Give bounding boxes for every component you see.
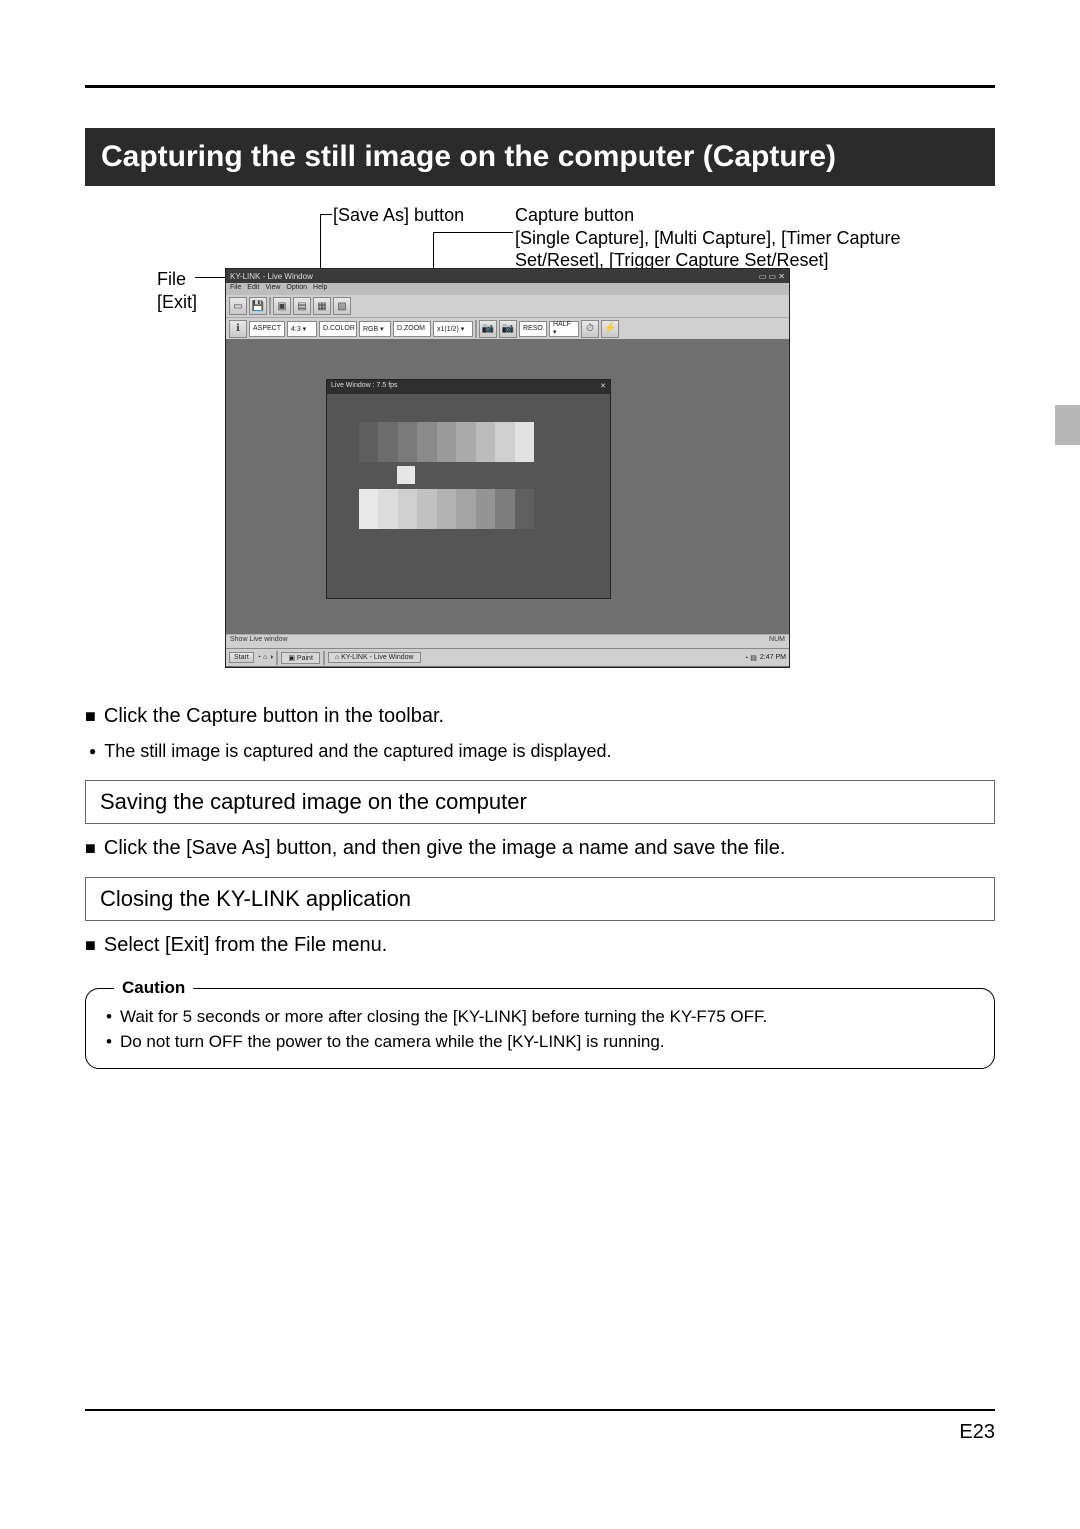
menu-help[interactable]: Help <box>313 284 327 294</box>
reso-select[interactable]: HALF ▾ <box>549 321 579 337</box>
ss-title-text: KY-LINK - Live Window <box>230 272 313 281</box>
callout-capture-sub1: [Single Capture], [Multi Capture], [Time… <box>515 228 901 248</box>
status-num: NUM <box>769 636 785 647</box>
capture-trigger-icon[interactable]: ⚡ <box>601 320 619 338</box>
ss-statusbar: Show Live window NUM <box>226 634 789 648</box>
dcolor-label: D.COLOR <box>319 321 357 337</box>
menu-option[interactable]: Option <box>286 284 307 294</box>
section-saving: Saving the captured image on the compute… <box>85 780 995 824</box>
capture-timer-icon[interactable]: ⏱ <box>581 320 599 338</box>
callout-exit-label: [Exit] <box>157 292 197 312</box>
zoom-label: D.ZOOM <box>393 321 431 337</box>
menu-view[interactable]: View <box>265 284 280 294</box>
live-window-close-icon[interactable]: ✕ <box>600 382 606 392</box>
callout-save-as: [Save As] button <box>333 204 464 227</box>
callout-capture-line: Capture button <box>515 205 634 225</box>
caution-label: Caution <box>114 978 193 998</box>
start-button[interactable]: Start <box>229 652 254 663</box>
callout-file-label: File <box>157 269 186 289</box>
ss-canvas: Live Window : 7.5 fps ✕ <box>226 339 789 634</box>
callout-file: File [Exit] <box>157 268 197 313</box>
dcolor-select[interactable]: RGB ▾ <box>359 321 391 337</box>
status-text: Show Live window <box>230 636 288 647</box>
page-footer: E23 <box>85 1409 995 1444</box>
capture-single-icon[interactable]: 📷 <box>479 320 497 338</box>
step-click-capture: Click the Capture button in the toolbar. <box>85 702 995 731</box>
ss-window-controls: ▭ ▭ ✕ <box>759 272 785 281</box>
caution-item: Do not turn OFF the power to the camera … <box>106 1030 974 1055</box>
toolbar-btn-icon[interactable]: ▧ <box>333 297 351 315</box>
app-screenshot: KY-LINK - Live Window ▭ ▭ ✕ File Edit Vi… <box>225 268 790 668</box>
zoom-select[interactable]: x1(1/2) ▾ <box>433 321 473 337</box>
live-window: Live Window : 7.5 fps ✕ <box>326 379 611 599</box>
menu-file[interactable]: File <box>230 284 241 294</box>
page-title: Capturing the still image on the compute… <box>85 128 995 186</box>
toolbar-btn-icon[interactable]: ▦ <box>313 297 331 315</box>
taskbar-clock: 2:47 PM <box>760 654 786 661</box>
leader <box>433 232 513 233</box>
page-number: E23 <box>959 1421 995 1443</box>
leader <box>195 277 225 278</box>
taskbar-app-paint[interactable]: ▣ Paint <box>281 652 320 664</box>
taskbar-sep <box>276 651 278 665</box>
gradient-bars-2 <box>359 489 534 529</box>
toolbar-sep <box>475 320 477 338</box>
live-window-title: Live Window : 7.5 fps <box>331 382 398 392</box>
ss-toolbar-2: ℹ ASPECT 4:3 ▾ D.COLOR RGB ▾ D.ZOOM x1(1… <box>226 317 789 339</box>
section-closing: Closing the KY-LINK application <box>85 877 995 921</box>
leader <box>320 214 332 215</box>
toolbar-info-icon[interactable]: ℹ <box>229 320 247 338</box>
aspect-label: ASPECT <box>249 321 285 337</box>
page-content: Capturing the still image on the compute… <box>85 85 995 1444</box>
toolbar-sep <box>269 297 271 315</box>
taskbar-sep <box>323 651 325 665</box>
note-image-captured: The still image is captured and the capt… <box>85 741 995 762</box>
callout-capture: Capture button [Single Capture], [Multi … <box>515 204 901 272</box>
ss-toolbar: ▭ 💾 ▣ ▤ ▦ ▧ <box>226 295 789 317</box>
gradient-bars-1 <box>359 422 534 462</box>
toolbar-save-as-icon[interactable]: 💾 <box>249 297 267 315</box>
ss-titlebar: KY-LINK - Live Window ▭ ▭ ✕ <box>226 269 789 283</box>
caution-item: Wait for 5 seconds or more after closing… <box>106 1005 974 1030</box>
toolbar-open-icon[interactable]: ▭ <box>229 297 247 315</box>
caution-box: Caution Wait for 5 seconds or more after… <box>85 988 995 1069</box>
quicklaunch-icons[interactable]: ◔ ⌂ ◑ <box>257 654 274 661</box>
capture-multi-icon[interactable]: 📷 <box>499 320 517 338</box>
menu-edit[interactable]: Edit <box>247 284 259 294</box>
aspect-select[interactable]: 4:3 ▾ <box>287 321 317 337</box>
live-window-titlebar: Live Window : 7.5 fps ✕ <box>327 380 610 394</box>
toolbar-live-icon[interactable]: ▣ <box>273 297 291 315</box>
diagram: [Save As] button Capture button [Single … <box>85 204 995 684</box>
side-tab <box>1055 405 1080 445</box>
white-square <box>397 466 415 484</box>
reso-label: RESO. <box>519 321 547 337</box>
ss-taskbar: Start ◔ ⌂ ◑ ▣ Paint ⌂ KY-LINK - Live Win… <box>226 648 789 666</box>
live-window-body <box>327 394 610 598</box>
taskbar-app-kylink[interactable]: ⌂ KY-LINK - Live Window <box>328 652 421 663</box>
top-rule <box>85 85 995 88</box>
step-click-save-as: Click the [Save As] button, and then giv… <box>85 834 995 863</box>
tray-icons[interactable]: ◔ ▤ <box>744 654 757 662</box>
ss-menubar: File Edit View Option Help <box>226 283 789 295</box>
step-select-exit: Select [Exit] from the File menu. <box>85 931 995 960</box>
toolbar-freeze-icon[interactable]: ▤ <box>293 297 311 315</box>
callout-capture-sub2: Set/Reset], [Trigger Capture Set/Reset] <box>515 250 828 270</box>
